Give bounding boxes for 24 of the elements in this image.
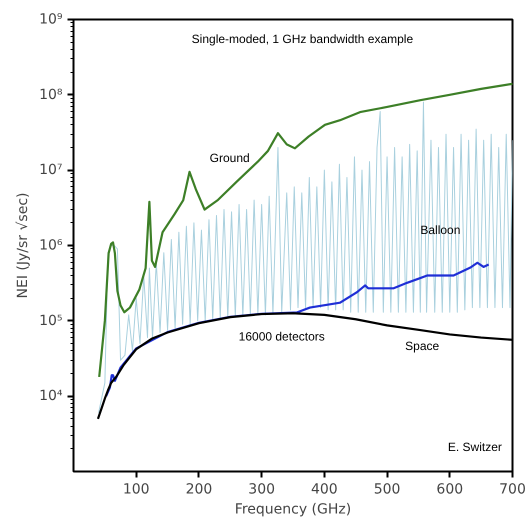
y-tick-label: 10⁹ [39, 12, 63, 28]
x-tick-label: 100 [122, 482, 150, 498]
x-tick-label: 500 [374, 482, 400, 498]
line-series [105, 262, 490, 398]
annotation: 16000 detectors [238, 329, 325, 344]
x-tick-label: 200 [186, 482, 212, 498]
x-tick-label: 600 [436, 482, 464, 498]
series-label: Space [405, 339, 440, 354]
x-tick-label: 700 [499, 482, 526, 498]
x-tick-label: 300 [248, 482, 276, 498]
series-label: Ground [210, 151, 250, 166]
y-tick-label: 10⁶ [39, 238, 63, 254]
x-tick-label: 400 [310, 482, 338, 498]
line-series [98, 82, 512, 378]
y-tick-label: 10⁴ [39, 388, 63, 404]
x-axis-title: Frequency (GHz) [234, 502, 352, 518]
y-tick-label: 10⁵ [39, 312, 63, 329]
annotation: E. Switzer [448, 440, 502, 454]
line-series [98, 102, 512, 414]
y-axis-title: NEI (Jy/sr √sec) [15, 192, 32, 298]
annotation: Single-moded, 1 GHz bandwidth example [192, 32, 414, 46]
y-tick-label: 10⁸ [39, 86, 63, 103]
text: Balloon [420, 223, 460, 238]
y-tick-label: 10⁷ [39, 162, 63, 178]
